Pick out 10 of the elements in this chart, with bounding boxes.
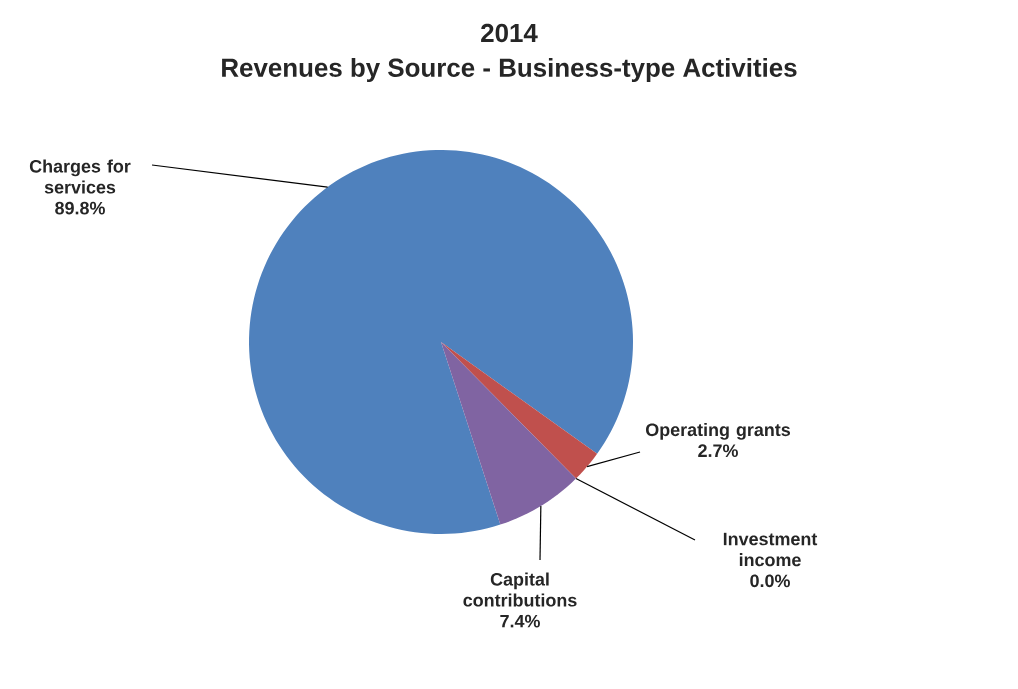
data-label: 89.8% (55, 201, 105, 215)
category-label: Investment income (723, 532, 818, 567)
chart-title: 2014 (481, 23, 538, 43)
chart-subtitle: Revenues by Source - Business-type Activities (222, 57, 797, 83)
text: 0.0% (750, 574, 790, 588)
data-label: 7.4% (500, 614, 540, 628)
slice-label: Operating grants (646, 422, 790, 440)
slice-label: Capital contributions (463, 572, 577, 607)
data-label: 2.7% (698, 444, 738, 458)
slice-label: Charges for services (29, 159, 131, 194)
